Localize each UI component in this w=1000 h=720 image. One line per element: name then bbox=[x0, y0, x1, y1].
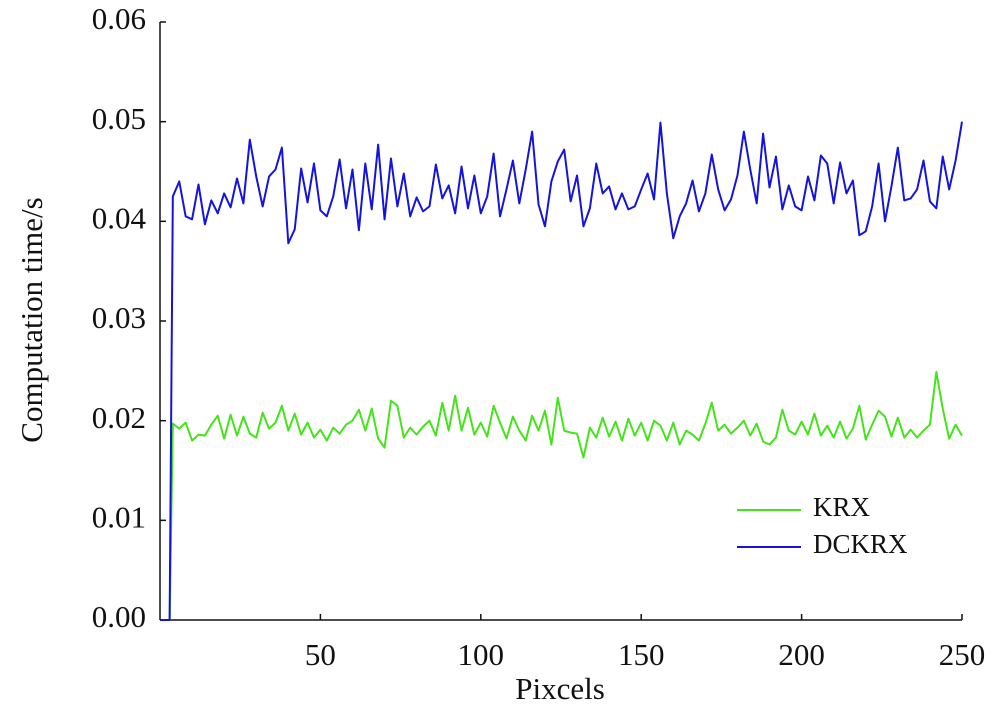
y-tick-label: 0.01 bbox=[92, 499, 146, 534]
y-tick-label: 0.04 bbox=[92, 200, 147, 235]
y-tick-label: 0.02 bbox=[92, 400, 146, 435]
x-tick-label: 100 bbox=[458, 637, 505, 672]
x-tick-label: 150 bbox=[618, 637, 665, 672]
y-axis-label: Computation time/s bbox=[14, 197, 49, 442]
legend: KRX DCKRX bbox=[737, 492, 908, 559]
y-tick-label: 0.06 bbox=[92, 1, 146, 36]
y-tick-label: 0.03 bbox=[92, 300, 146, 335]
x-axis-label: Pixcels bbox=[515, 671, 605, 706]
x-tick-label: 200 bbox=[778, 637, 825, 672]
legend-label: DCKRX bbox=[813, 529, 908, 559]
legend-label: KRX bbox=[813, 492, 871, 522]
data-line bbox=[160, 370, 963, 621]
y-tick-label: 0.05 bbox=[92, 101, 146, 136]
data-line bbox=[160, 121, 963, 621]
x-tick-label: 250 bbox=[939, 637, 986, 672]
y-tick-label: 0.00 bbox=[92, 599, 146, 634]
x-tick-label: 50 bbox=[305, 637, 336, 672]
